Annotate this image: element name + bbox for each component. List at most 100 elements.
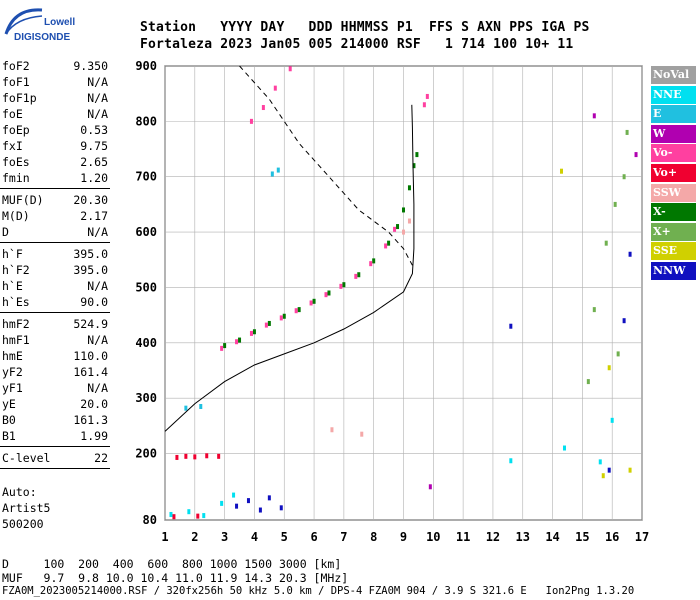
- auto-line2: Artist5: [2, 501, 51, 515]
- data-point: [509, 458, 513, 464]
- data-point: [601, 473, 605, 479]
- param-row: B0 161.3: [0, 412, 110, 428]
- y-tick-label: 700: [135, 170, 157, 184]
- param-label: yF1: [2, 381, 23, 395]
- param-value: N/A: [87, 107, 108, 121]
- data-point: [327, 290, 331, 296]
- param-label: M(D): [2, 209, 30, 223]
- y-tick-label: 900: [135, 59, 157, 73]
- divider: [0, 312, 110, 313]
- param-value: N/A: [87, 75, 108, 89]
- data-point: [249, 118, 253, 124]
- data-point: [324, 292, 328, 298]
- logo-graphic: Lowell DIGISONDE: [4, 8, 75, 43]
- param-row: foF1 N/A: [0, 74, 110, 90]
- data-point: [172, 514, 176, 520]
- param-value: N/A: [87, 279, 108, 293]
- param-value: 20.0: [80, 397, 108, 411]
- data-point: [220, 500, 224, 506]
- param-label: D: [2, 225, 9, 239]
- data-point: [604, 240, 608, 246]
- param-row: M(D) 2.17: [0, 208, 110, 224]
- auto-line3: 500200: [2, 517, 44, 531]
- divider: [0, 242, 110, 243]
- data-point: [288, 66, 292, 72]
- data-point: [202, 513, 206, 519]
- data-point: [249, 330, 253, 336]
- param-row: fxI 9.75: [0, 138, 110, 154]
- param-label: h`F: [2, 247, 23, 261]
- data-point: [294, 308, 298, 314]
- data-point: [613, 201, 617, 207]
- legend-item-x-: X+: [651, 222, 696, 241]
- param-row: D N/A: [0, 224, 110, 240]
- parameters-panel: foF2 9.350 foF1 N/A foF1p N/A foE N/A foEp 0.53 fx…: [0, 58, 110, 472]
- data-point: [187, 509, 191, 515]
- data-point: [628, 251, 632, 257]
- x-tick-label: 4: [251, 530, 258, 544]
- x-tick-label: 16: [605, 530, 619, 544]
- data-point: [220, 345, 224, 351]
- data-point: [273, 85, 277, 91]
- profile-curve: [164, 104, 415, 432]
- param-value: 20.30: [73, 193, 108, 207]
- data-point: [393, 226, 397, 232]
- param-label: C-level: [2, 451, 51, 465]
- param-value: 395.0: [73, 263, 108, 277]
- x-tick-label: 11: [456, 530, 470, 544]
- data-point: [402, 229, 405, 235]
- data-point: [258, 507, 262, 513]
- data-point: [223, 343, 227, 349]
- data-point: [369, 261, 373, 267]
- x-tick-label: 14: [545, 530, 559, 544]
- data-point: [175, 454, 179, 460]
- data-point: [396, 224, 400, 230]
- param-value: 161.3: [73, 413, 108, 427]
- y-tick-label: 200: [135, 447, 157, 461]
- param-value: 1.99: [80, 429, 108, 443]
- y-tick-label: 600: [135, 225, 157, 239]
- footer-distance: D 100 200 400 600 800 1000 1500 3000 [km…: [2, 557, 342, 571]
- legend-item-noval: NoVal: [651, 66, 696, 84]
- x-tick-label: 8: [370, 530, 377, 544]
- param-row: hmF1 N/A: [0, 332, 110, 348]
- data-point: [267, 495, 271, 501]
- param-value: 90.0: [80, 295, 108, 309]
- data-point: [425, 93, 429, 99]
- data-point: [560, 168, 564, 174]
- data-point: [622, 174, 626, 180]
- data-point: [634, 152, 638, 158]
- y-tick-label: 800: [135, 114, 157, 128]
- data-point: [607, 365, 611, 371]
- param-row: B1 1.99: [0, 428, 110, 444]
- data-point: [625, 129, 629, 135]
- data-point: [428, 484, 432, 490]
- legend-item-vo-: Vo+: [651, 163, 696, 182]
- data-point: [372, 258, 376, 264]
- param-value: 110.0: [73, 349, 108, 363]
- param-value: 9.75: [80, 139, 108, 153]
- params-group-3: h`F 395.0 h`F2 395.0 h`E N/A h`Es 90.0: [0, 246, 110, 310]
- param-label: hmF1: [2, 333, 30, 347]
- data-point: [616, 351, 620, 357]
- data-point: [592, 113, 596, 119]
- param-label: yE: [2, 397, 16, 411]
- param-label: B0: [2, 413, 16, 427]
- data-point: [330, 427, 334, 433]
- data-point: [342, 282, 346, 288]
- param-row: foE N/A: [0, 106, 110, 122]
- legend-item-x-: X-: [651, 203, 696, 222]
- logo-line2: DIGISONDE: [14, 32, 70, 43]
- data-point: [279, 315, 283, 321]
- x-tick-label: 15: [575, 530, 589, 544]
- data-point: [607, 467, 611, 473]
- param-row: foF2 9.350: [0, 58, 110, 74]
- param-label: foF1: [2, 75, 30, 89]
- data-point: [357, 272, 361, 278]
- x-tick-label: 13: [516, 530, 530, 544]
- param-row: yF1 N/A: [0, 380, 110, 396]
- data-point: [586, 379, 590, 385]
- param-row: yE 20.0: [0, 396, 110, 412]
- data-point: [252, 329, 256, 335]
- data-point: [592, 307, 596, 313]
